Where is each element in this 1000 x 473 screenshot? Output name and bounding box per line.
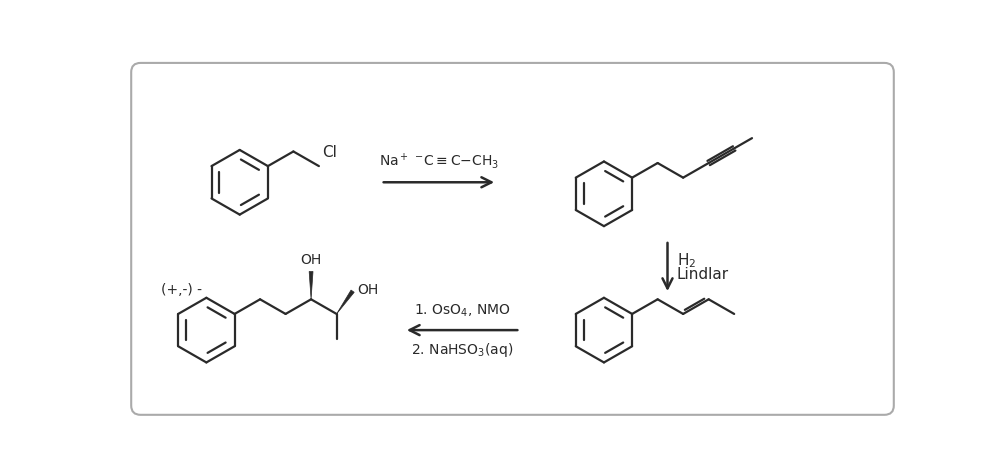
Text: H$_2$: H$_2$ xyxy=(677,252,696,270)
Text: Lindlar: Lindlar xyxy=(677,267,729,282)
FancyBboxPatch shape xyxy=(131,63,894,415)
Polygon shape xyxy=(337,290,354,314)
Text: Cl: Cl xyxy=(322,145,337,160)
Text: OH: OH xyxy=(357,283,379,297)
Text: 1. OsO$_4$, NMO: 1. OsO$_4$, NMO xyxy=(414,303,510,319)
Polygon shape xyxy=(309,272,313,299)
Text: (+,-) -: (+,-) - xyxy=(161,283,202,297)
Text: Na$^+$ $^{-}$C$\equiv$C$-$CH$_3$: Na$^+$ $^{-}$C$\equiv$C$-$CH$_3$ xyxy=(379,152,499,172)
Text: OH: OH xyxy=(300,253,322,267)
Text: 2. NaHSO$_3$(aq): 2. NaHSO$_3$(aq) xyxy=(411,341,513,359)
